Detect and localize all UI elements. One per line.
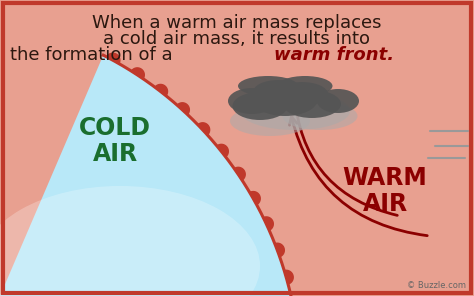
Polygon shape bbox=[177, 103, 189, 115]
Polygon shape bbox=[275, 243, 284, 257]
Ellipse shape bbox=[230, 106, 310, 136]
Text: When a warm air mass replaces: When a warm air mass replaces bbox=[92, 14, 382, 32]
Text: a cold air mass, it results into: a cold air mass, it results into bbox=[103, 30, 371, 48]
Ellipse shape bbox=[283, 102, 357, 130]
Ellipse shape bbox=[253, 84, 318, 116]
Text: © Buzzle.com: © Buzzle.com bbox=[407, 281, 466, 290]
Polygon shape bbox=[198, 123, 210, 135]
Ellipse shape bbox=[240, 92, 350, 130]
Ellipse shape bbox=[253, 80, 303, 104]
Text: WARM
AIR: WARM AIR bbox=[343, 166, 428, 216]
Polygon shape bbox=[155, 84, 167, 96]
Polygon shape bbox=[250, 192, 260, 205]
Polygon shape bbox=[284, 270, 293, 284]
Polygon shape bbox=[0, 55, 300, 296]
Ellipse shape bbox=[228, 88, 276, 114]
Polygon shape bbox=[107, 53, 120, 64]
Ellipse shape bbox=[276, 82, 328, 106]
Ellipse shape bbox=[0, 186, 260, 296]
Ellipse shape bbox=[233, 92, 288, 120]
Polygon shape bbox=[234, 167, 245, 180]
Polygon shape bbox=[217, 144, 228, 157]
Ellipse shape bbox=[277, 76, 332, 96]
Text: warm front.: warm front. bbox=[274, 46, 394, 64]
Ellipse shape bbox=[238, 76, 298, 96]
Polygon shape bbox=[131, 68, 144, 79]
Text: COLD
AIR: COLD AIR bbox=[79, 116, 151, 166]
Ellipse shape bbox=[283, 90, 341, 118]
Polygon shape bbox=[264, 217, 273, 230]
Text: the formation of a: the formation of a bbox=[10, 46, 178, 64]
Ellipse shape bbox=[317, 89, 359, 113]
